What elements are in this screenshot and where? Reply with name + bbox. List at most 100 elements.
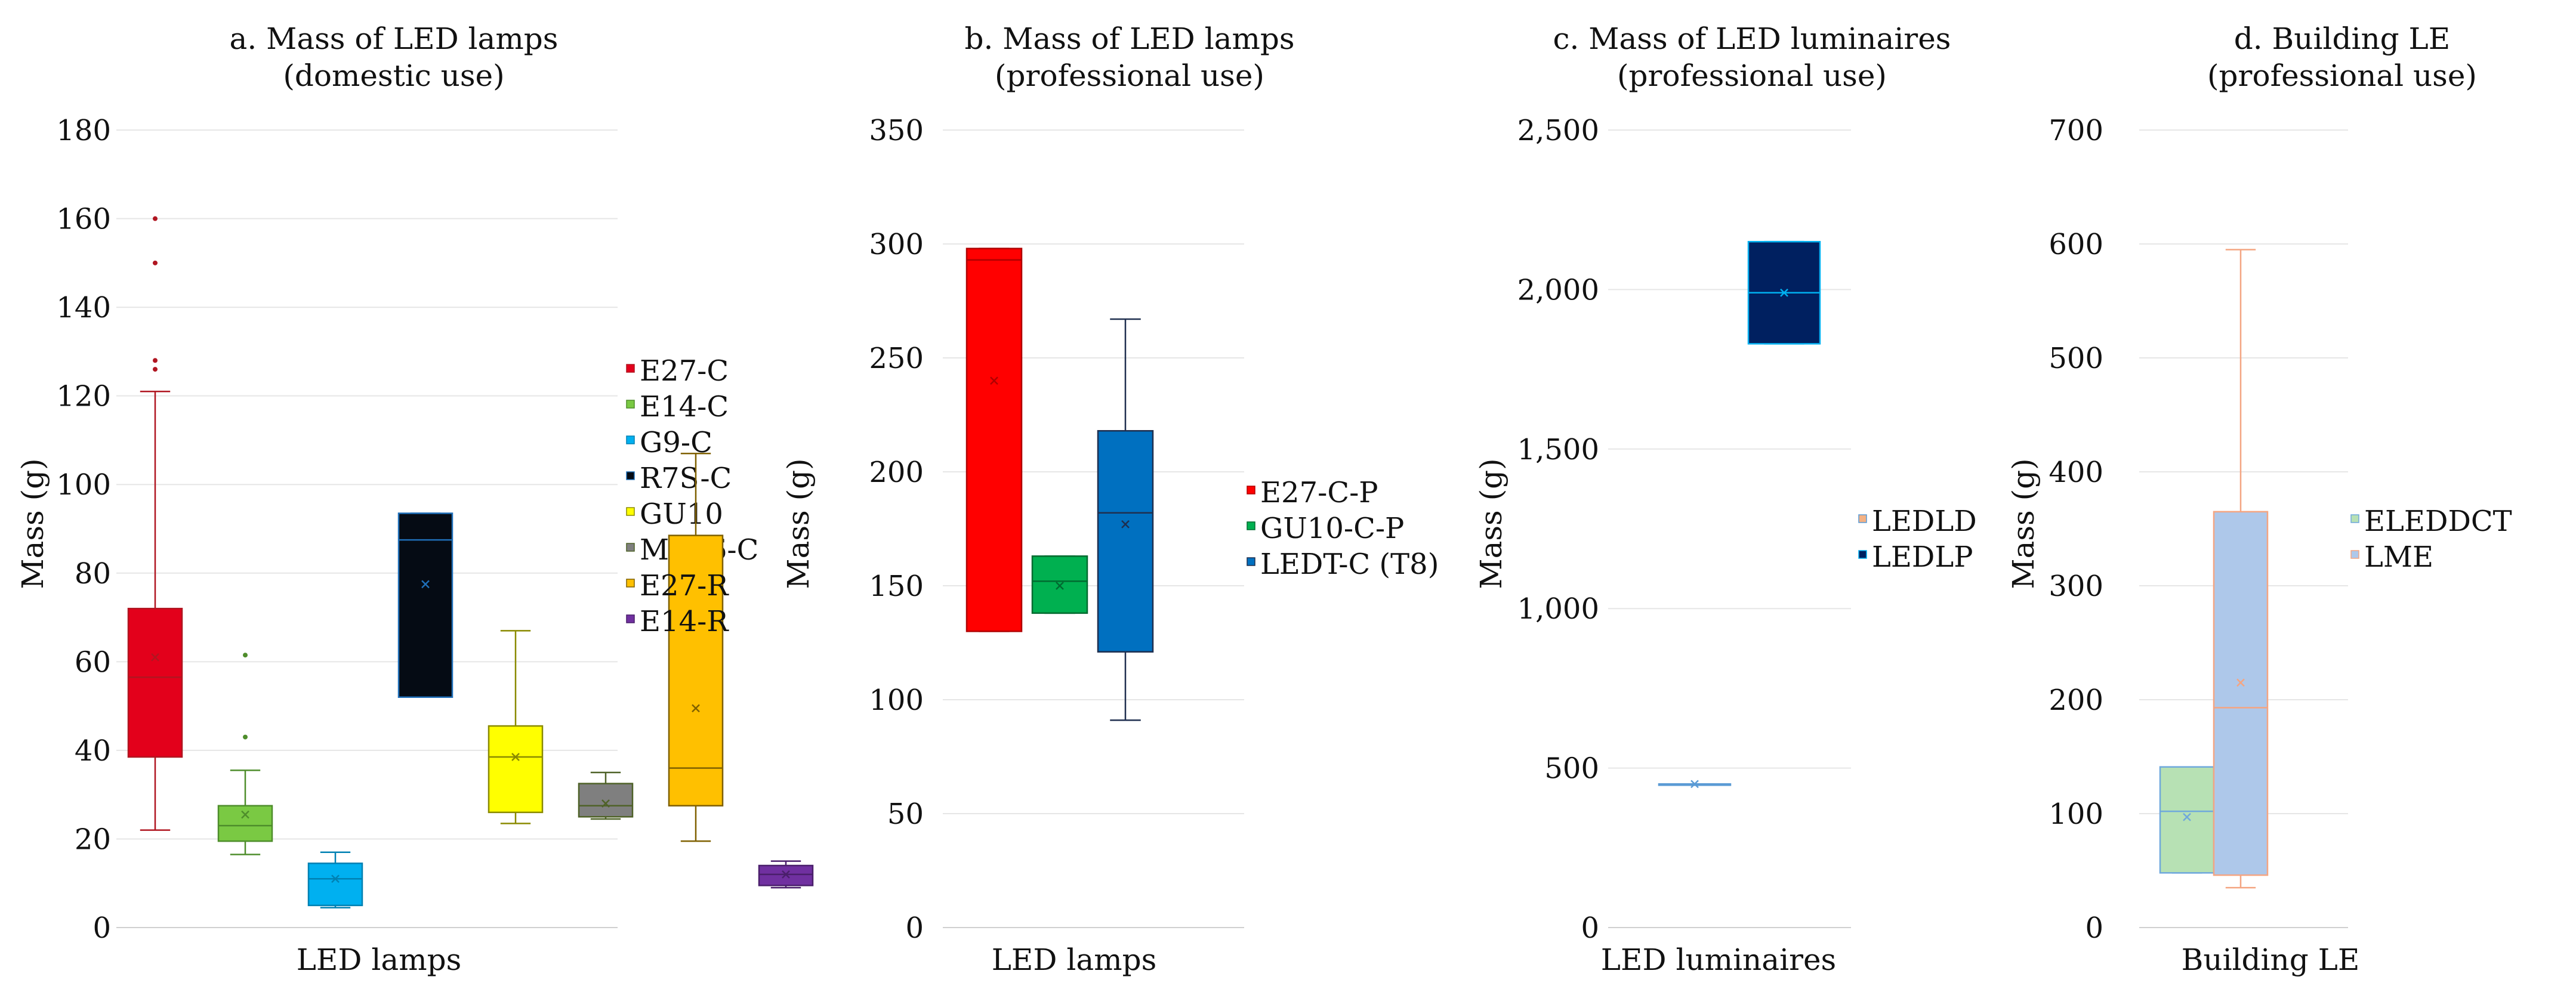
mean-marker xyxy=(511,753,520,761)
y-tick-label: 20 xyxy=(75,823,111,856)
outlier-point xyxy=(243,734,248,740)
panel-title: a. Mass of LED lamps xyxy=(230,21,559,56)
legend-label: LEDLD xyxy=(1872,505,1977,538)
box-g9-c xyxy=(307,851,363,908)
mean-marker xyxy=(1121,520,1130,529)
iqr-box xyxy=(1097,429,1154,653)
y-tick-label: 160 xyxy=(56,203,111,236)
y-tick-label: 600 xyxy=(2049,228,2103,261)
legend-swatch xyxy=(1247,557,1255,566)
legend-label: ELEDDCT xyxy=(2364,505,2512,538)
legend-swatch xyxy=(626,400,635,409)
legend-swatch xyxy=(626,543,635,552)
mean-marker xyxy=(990,376,998,385)
y-tick-label: 100 xyxy=(56,468,111,502)
legend-label: E14-R xyxy=(640,605,729,638)
legend-label: E14-C xyxy=(640,390,729,424)
iqr-box xyxy=(307,863,363,907)
y-tick-label: 80 xyxy=(75,557,111,591)
legend-swatch xyxy=(626,435,635,444)
box-ledlp xyxy=(1747,240,1821,345)
x-axis-label: LED luminaires xyxy=(1601,942,1836,977)
x-axis-label: LED lamps xyxy=(297,942,462,977)
box-e14-c xyxy=(217,653,273,855)
y-tick-label: 0 xyxy=(2085,911,2103,945)
y-tick-label: 1,500 xyxy=(1517,433,1599,466)
panel-subtitle: (professional use) xyxy=(2207,58,2477,93)
panel-d-building-le: d. Building LE (professional use) Mass (… xyxy=(2006,21,2512,977)
y-tick-label: 1,000 xyxy=(1517,592,1599,626)
iqr-box xyxy=(2213,511,2269,876)
legend-label: LEDT-C (T8) xyxy=(1260,548,1439,581)
iqr-box xyxy=(217,805,273,842)
y-axis-label: Mass (g) xyxy=(16,458,50,589)
panel-b-professional-lamps: b. Mass of LED lamps (professional use) … xyxy=(781,21,1439,977)
iqr-box xyxy=(578,783,634,818)
mean-marker xyxy=(2183,812,2191,821)
y-tick-label: 40 xyxy=(75,734,111,768)
y-tick-label: 2,000 xyxy=(1517,273,1599,307)
mean-marker xyxy=(1690,780,1699,789)
box-ledt-c-t8- xyxy=(1097,318,1154,721)
panel-subtitle: (professional use) xyxy=(1617,58,1887,93)
box-gu10 xyxy=(488,630,544,824)
y-tick-label: 250 xyxy=(869,342,924,375)
y-tick-label: 200 xyxy=(869,456,924,489)
y-axis-label: Mass (g) xyxy=(2006,458,2041,589)
y-tick-label: 0 xyxy=(92,911,111,945)
outlier-point xyxy=(153,358,158,363)
legend-label: E27-C xyxy=(640,354,729,388)
legend-swatch xyxy=(1858,514,1867,523)
box-gu10-c-p xyxy=(1031,555,1088,614)
legend-label: E27-C-P xyxy=(1260,476,1378,509)
outlier-point xyxy=(153,260,158,265)
outlier-point xyxy=(153,216,158,221)
y-tick-label: 500 xyxy=(1544,752,1599,786)
mean-marker xyxy=(241,810,249,819)
panel-title: b. Mass of LED lamps xyxy=(964,21,1294,56)
legend-swatch xyxy=(1247,486,1255,494)
legend-swatch xyxy=(626,507,635,516)
y-tick-label: 300 xyxy=(869,228,924,261)
panel-subtitle: (professional use) xyxy=(995,58,1264,93)
box-mr16-c xyxy=(578,771,634,820)
legend-swatch xyxy=(2350,514,2359,523)
mean-marker xyxy=(2236,678,2245,687)
y-tick-label: 180 xyxy=(56,114,111,147)
panel-subtitle: (domestic use) xyxy=(283,58,504,93)
mean-marker xyxy=(1056,582,1064,590)
y-tick-label: 100 xyxy=(869,684,924,717)
outlier-point xyxy=(243,653,248,658)
y-tick-label: 400 xyxy=(2049,456,2103,489)
y-tick-label: 0 xyxy=(905,911,924,945)
mean-marker xyxy=(692,704,700,713)
y-tick-label: 0 xyxy=(1581,911,1599,945)
legend-swatch xyxy=(626,364,635,373)
y-tick-label: 350 xyxy=(869,114,924,147)
legend-swatch xyxy=(1858,550,1867,559)
box-e27-c-p xyxy=(965,248,1023,632)
panel-c-luminaires: c. Mass of LED luminaires (professional … xyxy=(1474,21,1977,977)
y-tick-label: 150 xyxy=(869,570,924,603)
iqr-box xyxy=(127,607,183,758)
iqr-box xyxy=(2159,766,2215,874)
y-tick-label: 300 xyxy=(2049,570,2103,603)
iqr-box xyxy=(397,512,454,699)
legend-label: GU10 xyxy=(640,497,723,531)
y-tick-label: 100 xyxy=(2049,798,2103,831)
y-tick-label: 700 xyxy=(2049,114,2103,147)
mean-marker xyxy=(601,799,610,808)
mean-marker xyxy=(1780,288,1788,297)
y-tick-label: 500 xyxy=(2049,342,2103,375)
y-tick-label: 60 xyxy=(75,645,111,679)
box-eleddct xyxy=(2159,766,2215,874)
box-r7s-c xyxy=(397,512,454,699)
box-e27-r xyxy=(668,452,724,842)
legend-swatch xyxy=(2350,550,2359,559)
legend-label: R7S-C xyxy=(640,462,732,495)
x-axis-label: Building LE xyxy=(2182,942,2360,977)
box-lme xyxy=(2213,249,2269,889)
box-e27-c xyxy=(127,216,183,831)
iqr-box xyxy=(488,725,544,814)
